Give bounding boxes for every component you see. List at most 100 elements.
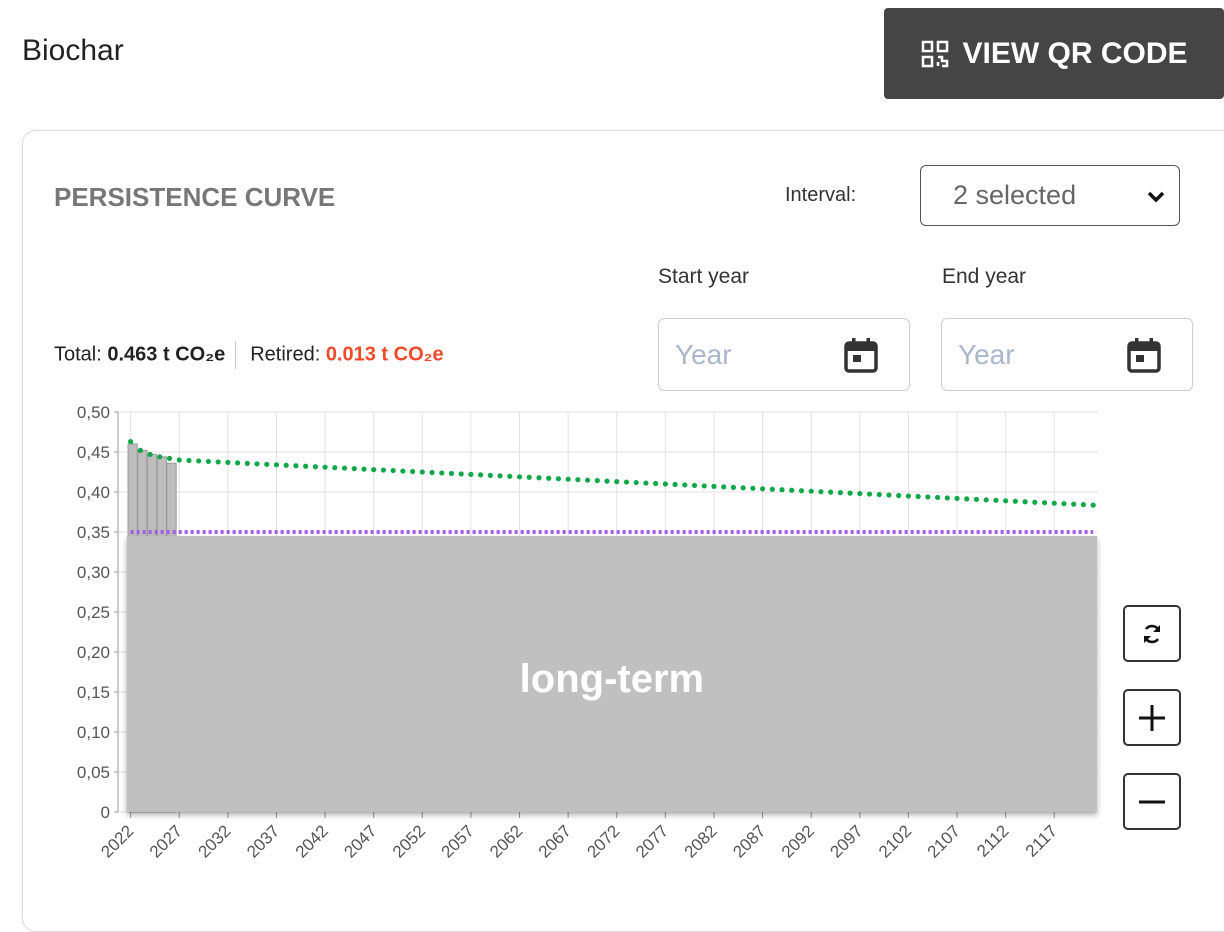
x-tick-label: 2092 — [778, 821, 818, 861]
data-point — [730, 484, 737, 490]
data-point — [643, 480, 649, 486]
data-point — [1051, 500, 1057, 506]
data-point — [594, 478, 600, 484]
data-point — [1003, 498, 1009, 504]
x-tick-label: 2102 — [875, 821, 915, 861]
data-point — [497, 473, 503, 479]
data-point — [866, 491, 873, 497]
data-point — [721, 484, 727, 490]
data-point — [536, 475, 542, 481]
data-point — [701, 483, 707, 489]
interval-label: Interval: — [785, 184, 857, 206]
data-point — [341, 465, 348, 471]
data-point — [740, 485, 746, 491]
data-point — [973, 496, 980, 502]
data-point — [759, 486, 766, 492]
page-title: Biochar — [22, 34, 124, 67]
data-point — [584, 477, 591, 483]
data-point — [332, 465, 338, 471]
y-tick-label: 0,50 — [77, 403, 110, 422]
data-point — [837, 490, 843, 496]
x-tick-label: 2037 — [243, 821, 283, 861]
data-point — [322, 464, 328, 470]
data-point — [623, 479, 630, 485]
chart: 0 0,05 0,10 0,15 0,20 0,25 0,30 0,35 0,40 0,45 0,5… — [77, 403, 1098, 862]
select-value: 2 selected — [953, 180, 1077, 210]
data-point — [769, 486, 775, 492]
data-point — [380, 467, 387, 473]
placeholder: Year — [675, 338, 732, 370]
data-point — [273, 462, 280, 468]
long-term-area — [126, 536, 1098, 812]
x-tick-label: 2042 — [292, 821, 332, 861]
data-point — [448, 470, 455, 477]
data-point — [672, 481, 678, 488]
data-point — [478, 472, 484, 478]
reset-button[interactable] — [1123, 605, 1181, 662]
retired-label: Retired: — [250, 343, 321, 366]
x-tick-label: 2087 — [729, 821, 769, 861]
x-tick-label: 2097 — [826, 821, 866, 861]
data-point — [147, 451, 153, 457]
x-tick-label: 2057 — [438, 821, 478, 861]
zoom-out-button[interactable] — [1123, 773, 1181, 830]
data-point — [196, 458, 202, 464]
end-input[interactable]: Year — [941, 318, 1193, 391]
data-point — [409, 468, 416, 475]
y-tick-label: 0,05 — [77, 763, 110, 782]
data-point — [925, 494, 931, 500]
data-point — [876, 491, 882, 498]
data-point — [546, 475, 552, 481]
data-point — [507, 473, 513, 479]
total-label: Total: — [54, 343, 102, 366]
data-point — [555, 476, 562, 482]
start-input[interactable]: Year — [658, 318, 910, 391]
data-point — [682, 482, 688, 488]
data-point — [1080, 502, 1087, 508]
totals: Total: 0.463 t CO₂e Retired: 0.013 t CO₂e — [54, 341, 444, 369]
data-point — [1061, 501, 1067, 507]
zoom-in-button[interactable] — [1123, 689, 1181, 746]
qr-icon — [922, 40, 949, 67]
chevron — [1147, 191, 1165, 203]
x-tick-label: 2082 — [681, 821, 721, 861]
data-point — [361, 466, 367, 472]
data-point — [1012, 498, 1018, 504]
data-point — [137, 447, 143, 453]
data-point — [419, 469, 425, 475]
y-tick-label: 0,25 — [77, 603, 110, 622]
data-point — [458, 471, 464, 477]
data-point — [234, 460, 241, 466]
data-point — [1090, 502, 1096, 508]
page: {"header": {"title": "Biochar", "button"… — [22, 8, 1224, 932]
calendar-icon — [844, 338, 878, 373]
data-point — [128, 439, 134, 445]
data-point — [1071, 501, 1077, 507]
data-point — [264, 461, 270, 467]
x-tick-label: 2032 — [195, 821, 235, 861]
x-tick-label: 2052 — [389, 821, 429, 861]
start-label: Start year — [658, 265, 750, 288]
data-point — [1032, 499, 1038, 505]
data-point — [993, 497, 999, 503]
x-tick-label: 2047 — [340, 821, 380, 861]
data-point — [575, 477, 581, 483]
data-point — [215, 459, 221, 465]
y-tick-label: 0 — [101, 803, 110, 822]
interval-select[interactable]: 2 selected — [920, 165, 1180, 226]
data-point — [964, 496, 970, 502]
data-point — [905, 493, 912, 499]
x-tick-label: 2062 — [486, 821, 526, 861]
x-tick-label: 2107 — [924, 821, 964, 861]
total-value: 0.463 t CO₂e — [107, 343, 226, 366]
data-point — [847, 490, 853, 496]
data-point — [166, 455, 173, 461]
data-point — [818, 489, 824, 495]
data-point — [691, 482, 698, 489]
y-tick-label: 0,10 — [77, 723, 110, 742]
data-point — [526, 474, 532, 480]
data-point — [205, 458, 212, 465]
qr-button[interactable]: VIEW QR CODE — [884, 8, 1224, 99]
data-point — [468, 471, 474, 477]
data-point — [186, 457, 192, 464]
